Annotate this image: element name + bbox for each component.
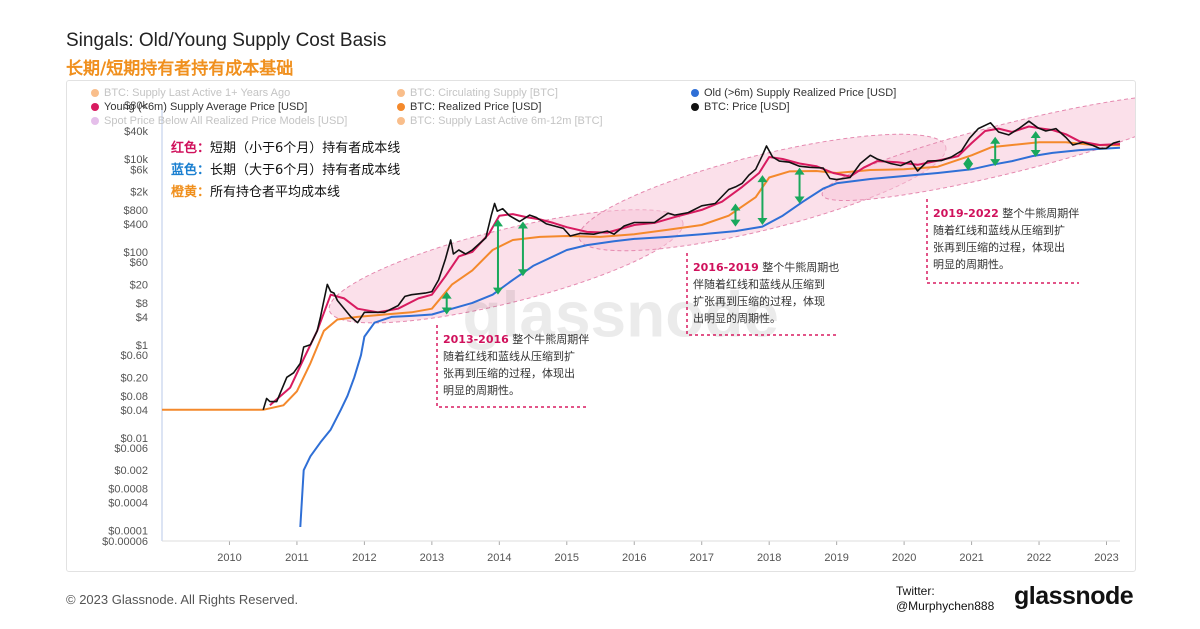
legend-label: BTC: Supply Last Active 1+ Years Ago xyxy=(104,87,290,99)
period-note-2016: 2016-2019 整个牛熊周期也 伴随着红线和蓝线从压缩到 扩张再到压缩的过程… xyxy=(693,259,853,327)
x-tick-label: 2021 xyxy=(959,552,983,564)
y-tick-label: $0.0008 xyxy=(108,484,148,496)
copyright: © 2023 Glassnode. All Rights Reserved. xyxy=(66,592,298,607)
chart-subtitle-cn: 长期/短期持有者持有成本基础 xyxy=(66,54,293,79)
legend-item[interactable]: BTC: Realized Price [USD] xyxy=(397,101,541,113)
legend-label: BTC: Price [USD] xyxy=(704,101,790,113)
y-tick-label: $0.002 xyxy=(114,465,148,477)
legend-dot xyxy=(397,103,405,111)
legend-dot xyxy=(397,117,405,125)
legend-label: Spot Price Below All Realized Price Mode… xyxy=(104,115,347,127)
legend-item[interactable]: Spot Price Below All Realized Price Mode… xyxy=(91,115,347,127)
x-tick-label: 2012 xyxy=(352,552,376,564)
x-tick-label: 2018 xyxy=(757,552,781,564)
period-line: 整个牛熊周期伴 xyxy=(999,207,1080,220)
y-tick-label: $0.20 xyxy=(120,372,148,384)
y-tick-label: $20 xyxy=(130,279,148,291)
chart-panel: glassnode $80k $40k $10k $6k $2k $800 $400 $100 $… xyxy=(66,80,1136,572)
legend-dot xyxy=(691,89,699,97)
y-tick-label: $0.60 xyxy=(120,350,148,362)
legend-dot xyxy=(91,89,99,97)
note-blue-text: 长期（大于6个月）持有者成本线 xyxy=(210,163,400,178)
y-tick-label: $0.00006 xyxy=(102,536,148,548)
note-blue: 蓝色：长期（大于6个月）持有者成本线 xyxy=(171,159,400,178)
legend-label: Young (<6m) Supply Average Price [USD] xyxy=(104,101,307,113)
note-orange-text: 所有持仓者平均成本线 xyxy=(210,185,340,200)
note-red-key: 红色： xyxy=(171,141,210,156)
legend-dot xyxy=(397,89,405,97)
period-line: 伴随着红线和蓝线从压缩到 xyxy=(693,278,825,291)
y-tick-label: $400 xyxy=(124,219,148,231)
legend-item[interactable]: BTC: Supply Last Active 1+ Years Ago xyxy=(91,87,290,99)
y-tick-label: $40k xyxy=(124,126,148,138)
twitter-label: Twitter: xyxy=(896,584,994,599)
y-tick-label: $0.04 xyxy=(120,405,148,417)
y-tick-label: $60 xyxy=(130,257,148,269)
period-line: 整个牛熊周期伴 xyxy=(509,333,590,346)
note-red-text: 短期（小于6个月）持有者成本线 xyxy=(210,141,400,156)
twitter-credit: Twitter: @Murphychen888 xyxy=(896,584,994,614)
twitter-handle: @Murphychen888 xyxy=(896,599,994,614)
x-tick-label: 2016 xyxy=(622,552,646,564)
period-years: 2013-2016 xyxy=(443,333,509,346)
note-orange-key: 橙黄： xyxy=(171,185,210,200)
period-line: 扩张再到压缩的过程，体现 xyxy=(693,295,825,308)
period-line: 随着红线和蓝线从压缩到扩 xyxy=(443,350,575,363)
period-years: 2019-2022 xyxy=(933,207,999,220)
period-line: 整个牛熊周期也 xyxy=(759,261,840,274)
x-tick-label: 2023 xyxy=(1094,552,1118,564)
legend-item[interactable]: BTC: Supply Last Active 6m-12m [BTC] xyxy=(397,115,603,127)
y-tick-label: $6k xyxy=(130,164,148,176)
x-tick-label: 2013 xyxy=(420,552,444,564)
x-tick-label: 2015 xyxy=(555,552,579,564)
legend-label: BTC: Circulating Supply [BTC] xyxy=(410,87,558,99)
legend-dot xyxy=(91,103,99,111)
period-line: 张再到压缩的过程，体现出 xyxy=(443,367,575,380)
x-tick-label: 2020 xyxy=(892,552,916,564)
note-blue-key: 蓝色： xyxy=(171,163,210,178)
note-orange: 橙黄：所有持仓者平均成本线 xyxy=(171,181,340,200)
note-red: 红色：短期（小于6个月）持有者成本线 xyxy=(171,137,400,156)
y-tick-label: $0.08 xyxy=(120,391,148,403)
x-tick-label: 2022 xyxy=(1027,552,1051,564)
y-tick-label: $8 xyxy=(136,298,148,310)
legend-dot xyxy=(691,103,699,111)
period-line: 明显的周期性。 xyxy=(933,258,1010,271)
period-line: 张再到压缩的过程，体现出 xyxy=(933,241,1065,254)
legend-dot xyxy=(91,117,99,125)
legend-label: Old (>6m) Supply Realized Price [USD] xyxy=(704,87,896,99)
y-tick-label: $4 xyxy=(136,312,148,324)
legend-item[interactable]: Young (<6m) Supply Average Price [USD] xyxy=(91,101,307,113)
x-tick-label: 2010 xyxy=(217,552,241,564)
y-tick-label: $2k xyxy=(130,186,148,198)
period-years: 2016-2019 xyxy=(693,261,759,274)
period-line: 明显的周期性。 xyxy=(443,384,520,397)
period-line: 出明显的周期性。 xyxy=(693,312,781,325)
x-tick-label: 2011 xyxy=(285,552,309,564)
legend-item[interactable]: BTC: Circulating Supply [BTC] xyxy=(397,87,558,99)
legend-item[interactable]: Old (>6m) Supply Realized Price [USD] xyxy=(691,87,896,99)
period-line: 随着红线和蓝线从压缩到扩 xyxy=(933,224,1065,237)
legend-label: BTC: Supply Last Active 6m-12m [BTC] xyxy=(410,115,603,127)
chart-title: Singals: Old/Young Supply Cost Basis xyxy=(66,30,386,52)
legend-item[interactable]: BTC: Price [USD] xyxy=(691,101,790,113)
x-tick-label: 2017 xyxy=(689,552,713,564)
brand-logo: glassnode xyxy=(1014,582,1133,611)
period-note-2013: 2013-2016 整个牛熊周期伴 随着红线和蓝线从压缩到扩 张再到压缩的过程，… xyxy=(443,331,608,399)
y-tick-label: $0.006 xyxy=(114,443,148,455)
y-tick-label: $800 xyxy=(124,205,148,217)
legend-label: BTC: Realized Price [USD] xyxy=(410,101,541,113)
x-tick-label: 2014 xyxy=(487,552,511,564)
x-tick-label: 2019 xyxy=(824,552,848,564)
period-note-2019: 2019-2022 整个牛熊周期伴 随着红线和蓝线从压缩到扩 张再到压缩的过程，… xyxy=(933,205,1093,273)
y-tick-label: $0.0004 xyxy=(108,498,148,510)
